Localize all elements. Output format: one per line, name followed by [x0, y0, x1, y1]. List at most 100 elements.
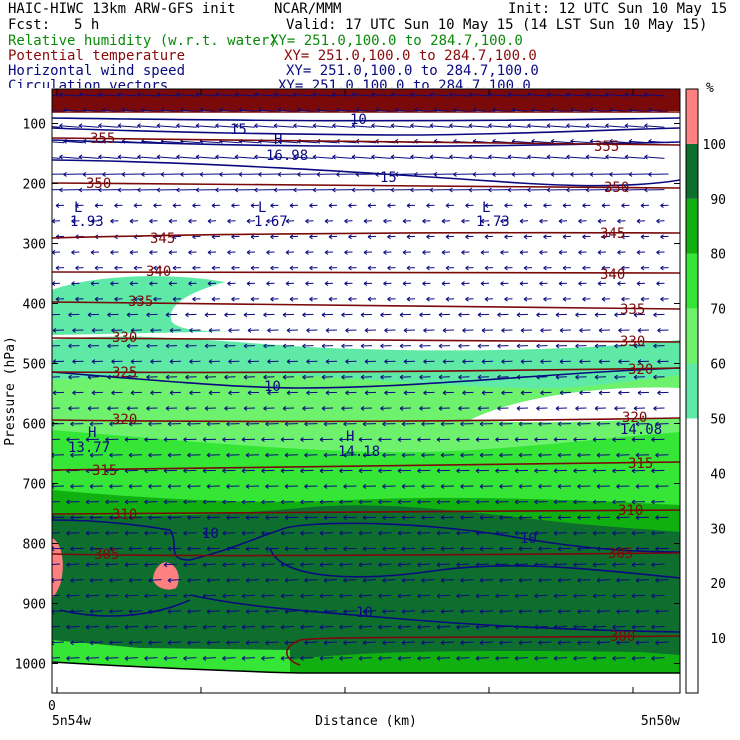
- wind-vector: [351, 123, 373, 129]
- wind-vector: [401, 609, 416, 615]
- wind-vector: [585, 92, 607, 97]
- wind-vector: [261, 437, 275, 443]
- wind-vector: [614, 312, 626, 318]
- colorbar-level-label: 10: [710, 632, 726, 647]
- wind-vector: [130, 390, 143, 396]
- wind-vector: [195, 187, 217, 193]
- wind-vector: [351, 154, 373, 160]
- wind-vector: [429, 187, 451, 193]
- wind-vector: [410, 187, 431, 193]
- wind-vector: [280, 468, 295, 474]
- wind-vector: [417, 468, 431, 474]
- wind-vector: [523, 203, 533, 209]
- wind-vector: [351, 187, 373, 193]
- wind-vector: [254, 154, 275, 160]
- theta-contour-345: [52, 231, 680, 239]
- wind-vector: [653, 405, 665, 411]
- wind-vector: [156, 187, 178, 193]
- wind-vector: [499, 546, 513, 552]
- wind-vector: [94, 296, 104, 302]
- wind-vector: [105, 624, 119, 630]
- wind-vector: [378, 624, 392, 630]
- wind-vector: [573, 530, 587, 536]
- wind-vector: [596, 421, 611, 427]
- wind-vector: [328, 203, 338, 209]
- wind-vector: [207, 218, 217, 224]
- wind-vector: [163, 437, 178, 443]
- wind-vector: [280, 593, 295, 599]
- wind-vector: [211, 203, 221, 209]
- wind-label-10-mid: 10: [264, 379, 281, 395]
- wind-vector: [284, 577, 299, 583]
- wind-vector: [52, 594, 61, 597]
- wind-vector: [227, 218, 236, 224]
- wind-vector: [557, 452, 572, 458]
- wind-vector: [332, 123, 353, 129]
- wind-vector: [176, 154, 197, 160]
- wind-vector: [328, 265, 338, 271]
- wind-vector: [302, 312, 314, 318]
- colorbar-level-label: 20: [710, 577, 726, 592]
- wind-vector: [105, 562, 119, 568]
- plot-frame: [51, 88, 681, 694]
- wind-vector: [289, 234, 299, 240]
- wind-vector: [341, 343, 353, 349]
- wind-vector: [172, 265, 182, 271]
- wind-vector: [575, 374, 587, 380]
- wind-vector: [655, 609, 669, 615]
- wind-vector: [592, 437, 607, 443]
- wind-vector: [362, 483, 377, 489]
- wind-vector: [319, 624, 334, 630]
- wind-vector: [401, 577, 416, 583]
- wind-vector: [605, 92, 626, 97]
- low-marker-3: L: [482, 200, 490, 216]
- colorbar-level-label: 60: [710, 358, 726, 373]
- colorbar-level-label: 30: [710, 522, 726, 537]
- wind-vector: [206, 515, 221, 521]
- wind-vector: [224, 312, 236, 318]
- wind-vector: [518, 421, 533, 427]
- wind-vector: [117, 92, 139, 97]
- wind-vector: [195, 92, 217, 97]
- wind-vector: [222, 655, 236, 661]
- wind-vector: [378, 655, 392, 661]
- wind-vector: [144, 624, 158, 630]
- wind-vector: [250, 203, 260, 209]
- wind-vector: [226, 640, 240, 646]
- wind-vector: [319, 499, 334, 505]
- wind-vector: [616, 421, 630, 427]
- wind-vector: [243, 405, 256, 411]
- wind-vector: [231, 203, 240, 209]
- wind-vector: [360, 312, 373, 318]
- wind-vector: [477, 405, 490, 411]
- wind-vector: [247, 390, 260, 396]
- wind-vector: [612, 593, 626, 599]
- wind-vector: [245, 546, 260, 552]
- colorbar-swatch: [686, 363, 698, 419]
- wind-vector: [436, 437, 451, 443]
- wind-vector: [187, 640, 201, 646]
- wind-vector: [148, 421, 162, 427]
- wind-vector: [655, 546, 669, 552]
- wind-vector: [573, 562, 587, 568]
- wind-vector: [163, 593, 178, 599]
- wind-vector: [66, 562, 80, 568]
- wind-vector: [421, 640, 435, 646]
- rh-fill-50-upper-band: [52, 276, 300, 335]
- wind-vector: [538, 421, 552, 427]
- wind-vector: [270, 203, 279, 209]
- wind-vector: [390, 92, 412, 97]
- wind-vector: [616, 483, 630, 489]
- wind-vector: [648, 171, 669, 177]
- wind-vector: [241, 499, 256, 505]
- wind-label-10-low-right: 10: [520, 531, 537, 547]
- wind-vector: [241, 562, 256, 568]
- wind-vector: [339, 530, 353, 536]
- wind-vector: [343, 483, 357, 489]
- wind-vector: [343, 515, 357, 521]
- wind-vector: [163, 499, 178, 505]
- wind-vector: [417, 593, 431, 599]
- wind-vector: [286, 390, 299, 396]
- wind-vector: [458, 312, 470, 318]
- wind-vector: [133, 265, 143, 271]
